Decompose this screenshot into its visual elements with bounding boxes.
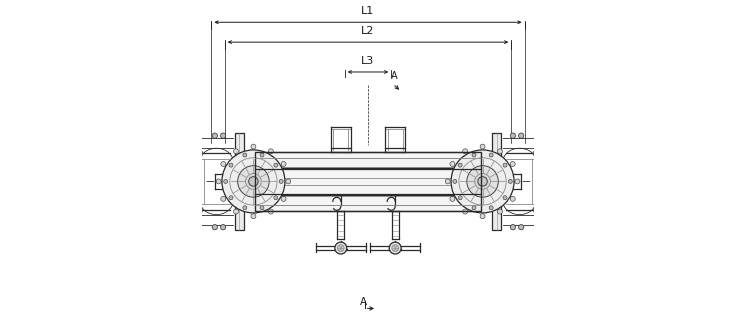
Circle shape xyxy=(498,209,503,214)
Circle shape xyxy=(224,179,227,183)
Circle shape xyxy=(197,206,203,212)
Circle shape xyxy=(503,163,507,167)
Circle shape xyxy=(229,196,233,200)
Circle shape xyxy=(260,153,264,157)
Bar xyxy=(492,133,501,230)
Circle shape xyxy=(533,150,539,156)
Circle shape xyxy=(197,150,203,156)
Circle shape xyxy=(475,173,490,189)
Circle shape xyxy=(286,179,291,184)
Circle shape xyxy=(251,214,256,219)
Circle shape xyxy=(221,196,226,201)
Circle shape xyxy=(510,224,515,230)
Circle shape xyxy=(281,196,286,201)
Circle shape xyxy=(260,206,264,210)
Bar xyxy=(254,152,482,211)
Circle shape xyxy=(451,150,514,213)
Circle shape xyxy=(238,166,269,197)
Text: L2: L2 xyxy=(361,26,375,36)
Circle shape xyxy=(463,209,467,214)
Text: A: A xyxy=(392,71,398,81)
Circle shape xyxy=(445,179,450,184)
Circle shape xyxy=(498,149,503,154)
Circle shape xyxy=(478,177,487,186)
Circle shape xyxy=(221,133,226,138)
Circle shape xyxy=(221,224,226,230)
Circle shape xyxy=(233,149,238,154)
Circle shape xyxy=(229,163,233,167)
Circle shape xyxy=(212,224,217,230)
Circle shape xyxy=(281,162,286,166)
Circle shape xyxy=(269,209,273,214)
Circle shape xyxy=(472,153,476,157)
Circle shape xyxy=(453,179,457,183)
Circle shape xyxy=(274,163,278,167)
Circle shape xyxy=(472,206,476,210)
Circle shape xyxy=(510,133,515,138)
Circle shape xyxy=(338,245,344,251)
Circle shape xyxy=(335,242,347,254)
Text: L1: L1 xyxy=(361,6,375,16)
Circle shape xyxy=(221,162,226,166)
Circle shape xyxy=(489,206,493,210)
Circle shape xyxy=(510,196,515,201)
Circle shape xyxy=(251,144,256,149)
Circle shape xyxy=(269,149,273,154)
Circle shape xyxy=(458,196,462,200)
Circle shape xyxy=(279,179,283,183)
Bar xyxy=(255,152,481,211)
Circle shape xyxy=(509,179,512,183)
Circle shape xyxy=(274,196,278,200)
Text: A: A xyxy=(360,297,367,307)
Circle shape xyxy=(450,162,455,166)
Circle shape xyxy=(458,163,462,167)
Circle shape xyxy=(246,173,261,189)
Circle shape xyxy=(216,179,221,184)
Circle shape xyxy=(249,177,258,186)
Text: L3: L3 xyxy=(361,56,375,66)
Circle shape xyxy=(489,153,493,157)
Circle shape xyxy=(467,166,498,197)
Circle shape xyxy=(480,214,485,219)
Circle shape xyxy=(510,162,515,166)
Circle shape xyxy=(243,153,247,157)
Circle shape xyxy=(233,209,238,214)
Circle shape xyxy=(243,206,247,210)
Circle shape xyxy=(389,242,401,254)
Bar xyxy=(235,133,244,230)
Circle shape xyxy=(480,144,485,149)
Circle shape xyxy=(533,206,539,212)
Circle shape xyxy=(222,150,285,213)
Circle shape xyxy=(519,224,524,230)
Circle shape xyxy=(463,149,467,154)
Circle shape xyxy=(515,179,520,184)
Circle shape xyxy=(212,133,217,138)
Circle shape xyxy=(519,133,524,138)
Circle shape xyxy=(503,196,507,200)
Circle shape xyxy=(450,196,455,201)
Circle shape xyxy=(392,245,398,251)
